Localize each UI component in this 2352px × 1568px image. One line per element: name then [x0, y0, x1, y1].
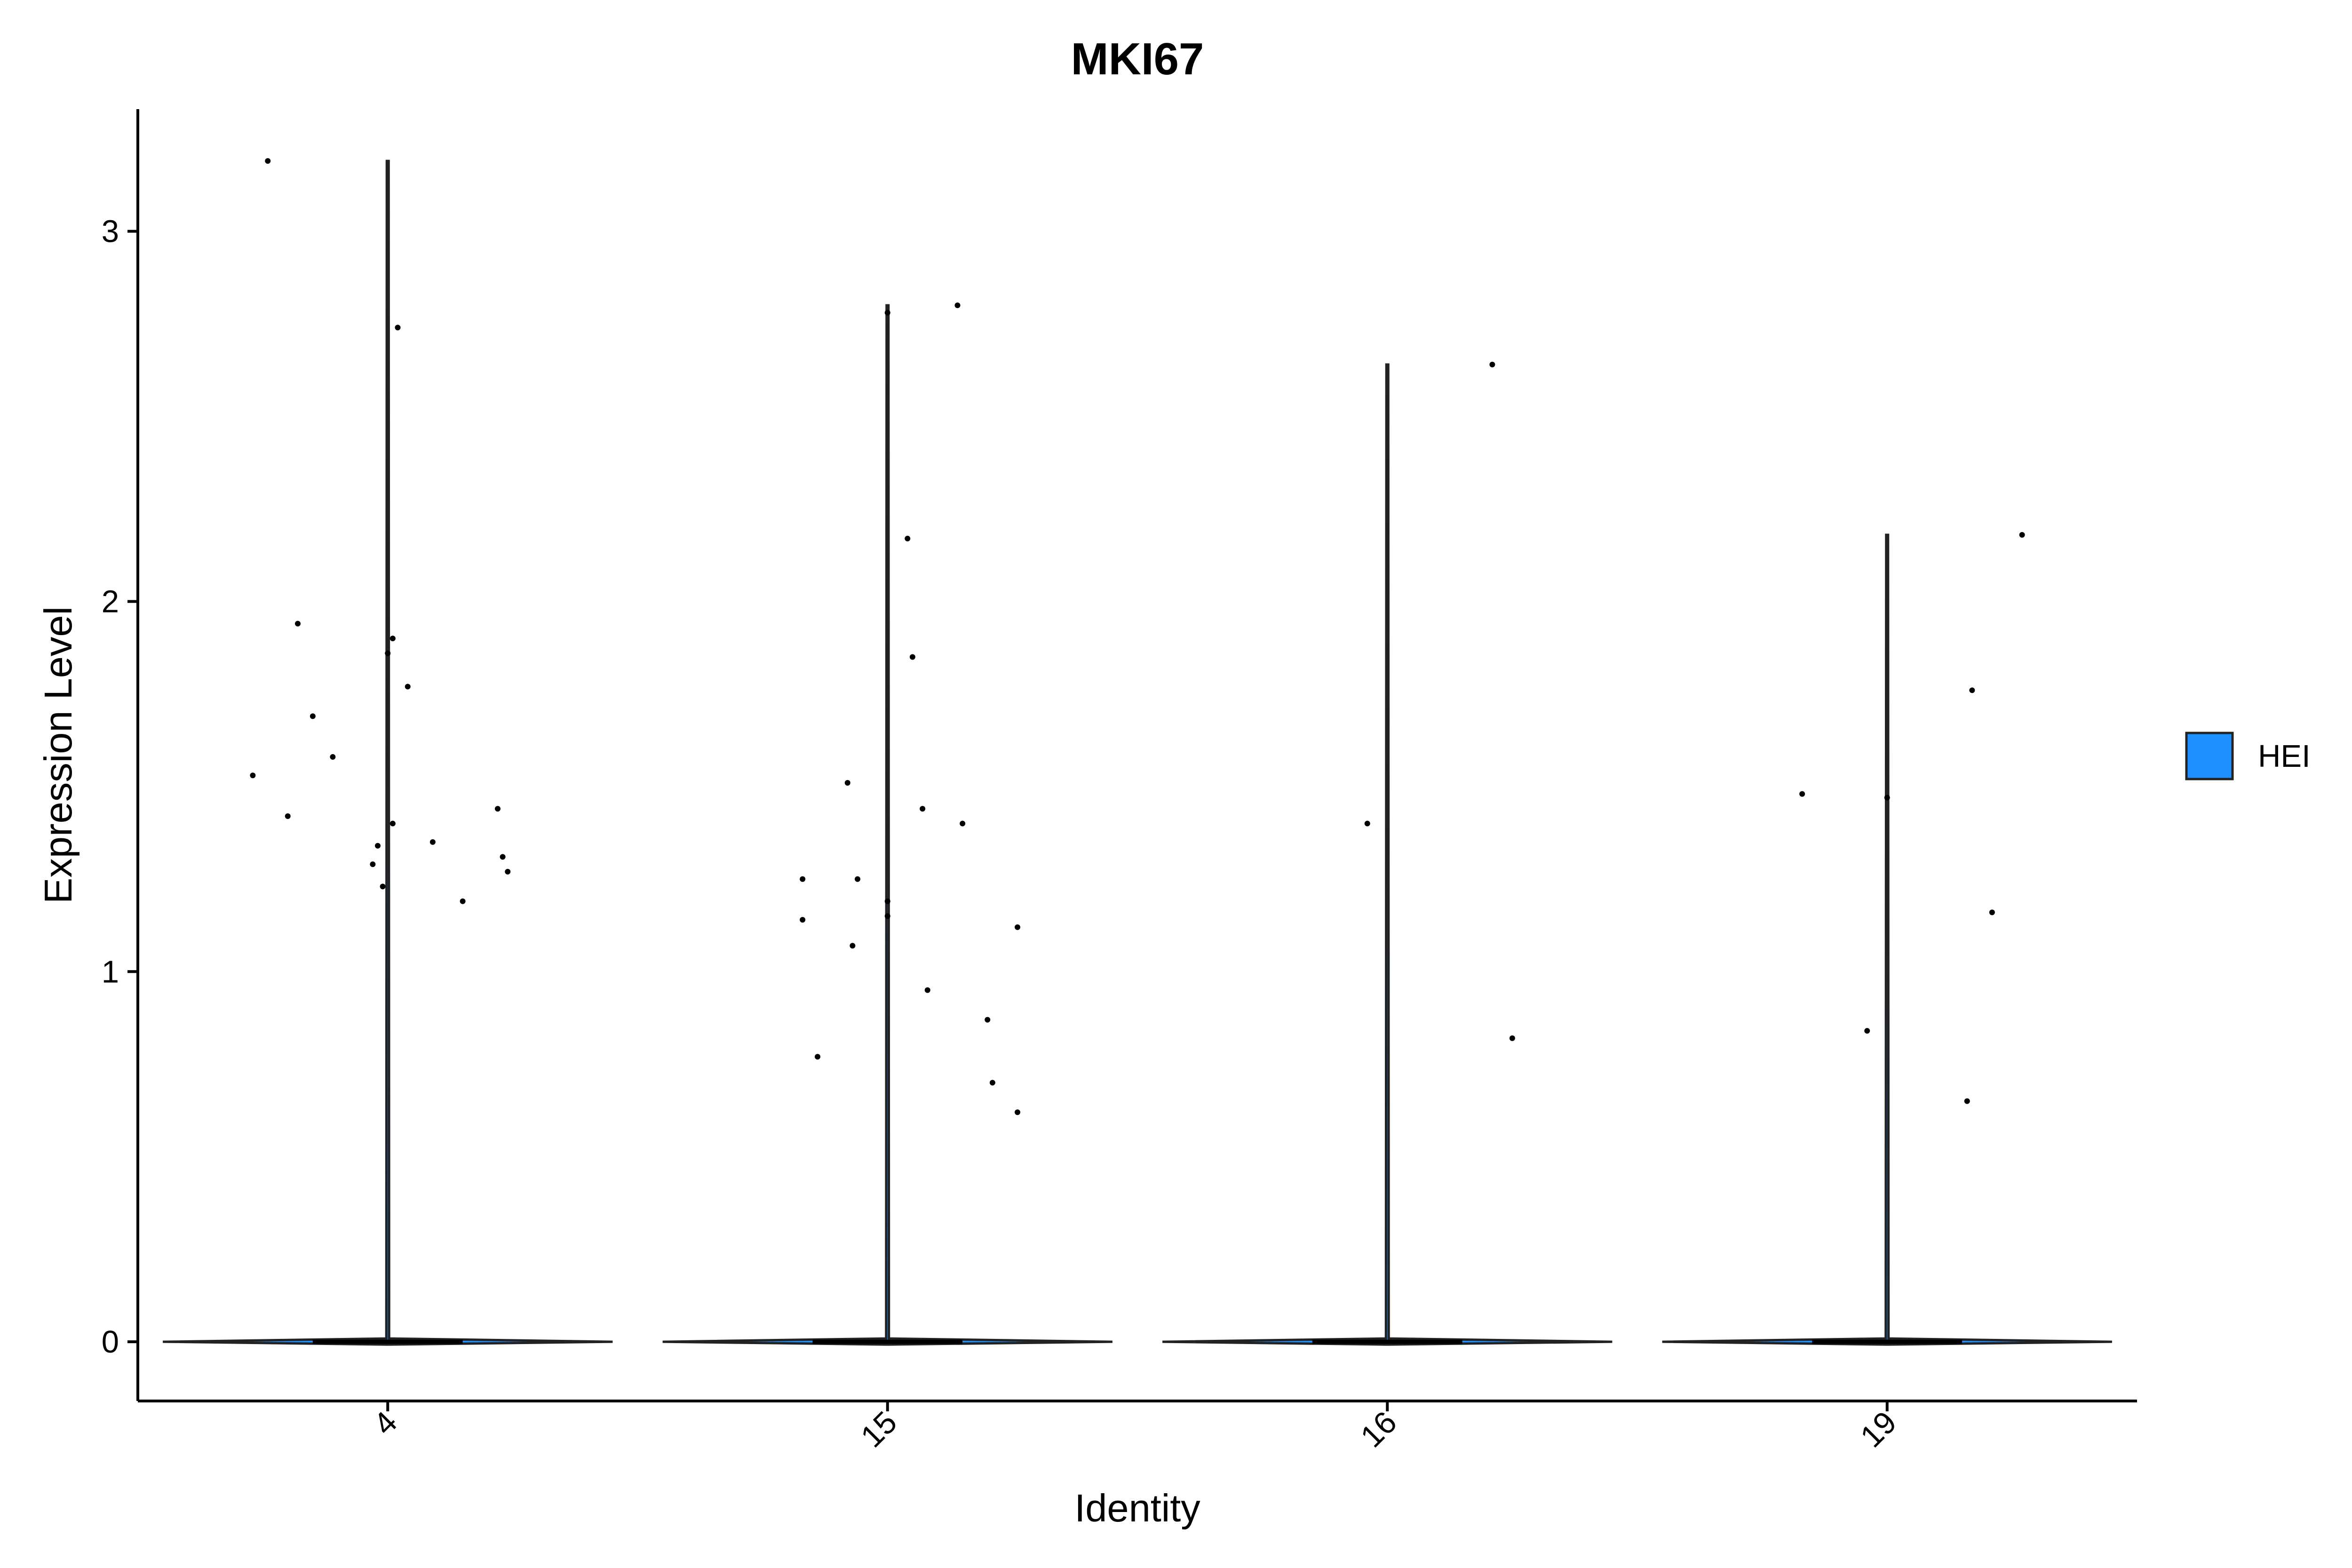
data-point-19-4	[1989, 909, 1995, 915]
data-point-4-11	[389, 820, 396, 827]
data-point-15-7	[800, 876, 806, 882]
data-point-15-18	[1015, 1109, 1020, 1115]
plot-marks	[163, 158, 2112, 1346]
chart-title: MKI67	[1071, 34, 1204, 84]
data-point-15-6	[960, 820, 966, 827]
data-point-15-4	[844, 780, 850, 786]
y-tick-label-2: 2	[102, 584, 119, 619]
data-point-4-14	[500, 854, 506, 860]
data-point-4-17	[380, 883, 386, 890]
data-point-15-16	[815, 1054, 820, 1060]
data-point-4-10	[285, 813, 291, 819]
data-point-19-0	[2019, 532, 2025, 538]
data-point-16-2	[1509, 1035, 1515, 1041]
data-point-15-17	[989, 1080, 995, 1086]
data-point-15-14	[924, 987, 930, 993]
data-point-4-8	[250, 772, 256, 779]
data-point-4-7	[330, 754, 336, 760]
y-axis-title: Expression Level	[36, 606, 80, 904]
data-point-15-13	[850, 943, 856, 949]
data-point-4-15	[370, 861, 376, 868]
data-point-15-9	[884, 898, 890, 904]
data-point-19-2	[1799, 791, 1805, 797]
data-point-4-4	[385, 650, 391, 656]
y-tick-label-0: 0	[102, 1324, 119, 1360]
data-point-16-1	[1364, 820, 1370, 827]
data-point-4-6	[310, 713, 316, 719]
data-point-4-5	[405, 684, 411, 690]
data-point-15-12	[1015, 924, 1020, 930]
data-point-19-1	[1969, 687, 1975, 693]
data-point-15-2	[905, 535, 911, 541]
data-point-4-9	[495, 806, 501, 812]
data-point-4-12	[429, 839, 436, 845]
data-point-4-0	[265, 158, 271, 164]
x-axis-title: Identity	[1074, 1486, 1200, 1530]
data-point-4-2	[295, 621, 301, 627]
data-point-15-8	[855, 876, 860, 882]
legend-label-HEI: HEI	[2258, 739, 2311, 774]
data-point-15-0	[954, 302, 961, 309]
legend: HEI	[2185, 732, 2311, 780]
data-point-4-3	[389, 636, 396, 642]
data-point-4-13	[375, 843, 381, 849]
data-point-16-0	[1489, 361, 1495, 367]
data-point-15-3	[909, 654, 915, 660]
data-point-4-1	[395, 325, 401, 331]
data-point-19-5	[1864, 1028, 1870, 1034]
y-tick-label-1: 1	[102, 954, 119, 989]
data-point-15-15	[985, 1017, 991, 1023]
data-point-15-11	[800, 917, 806, 923]
data-point-19-6	[1964, 1098, 1970, 1104]
data-point-15-10	[884, 913, 890, 919]
data-point-15-5	[920, 806, 926, 812]
data-point-19-3	[1884, 795, 1890, 801]
data-point-4-16	[505, 868, 511, 875]
y-tick-label-3: 3	[102, 214, 119, 249]
data-point-15-1	[884, 310, 890, 316]
legend-swatch-HEI	[2185, 732, 2234, 780]
data-point-4-18	[460, 898, 466, 904]
